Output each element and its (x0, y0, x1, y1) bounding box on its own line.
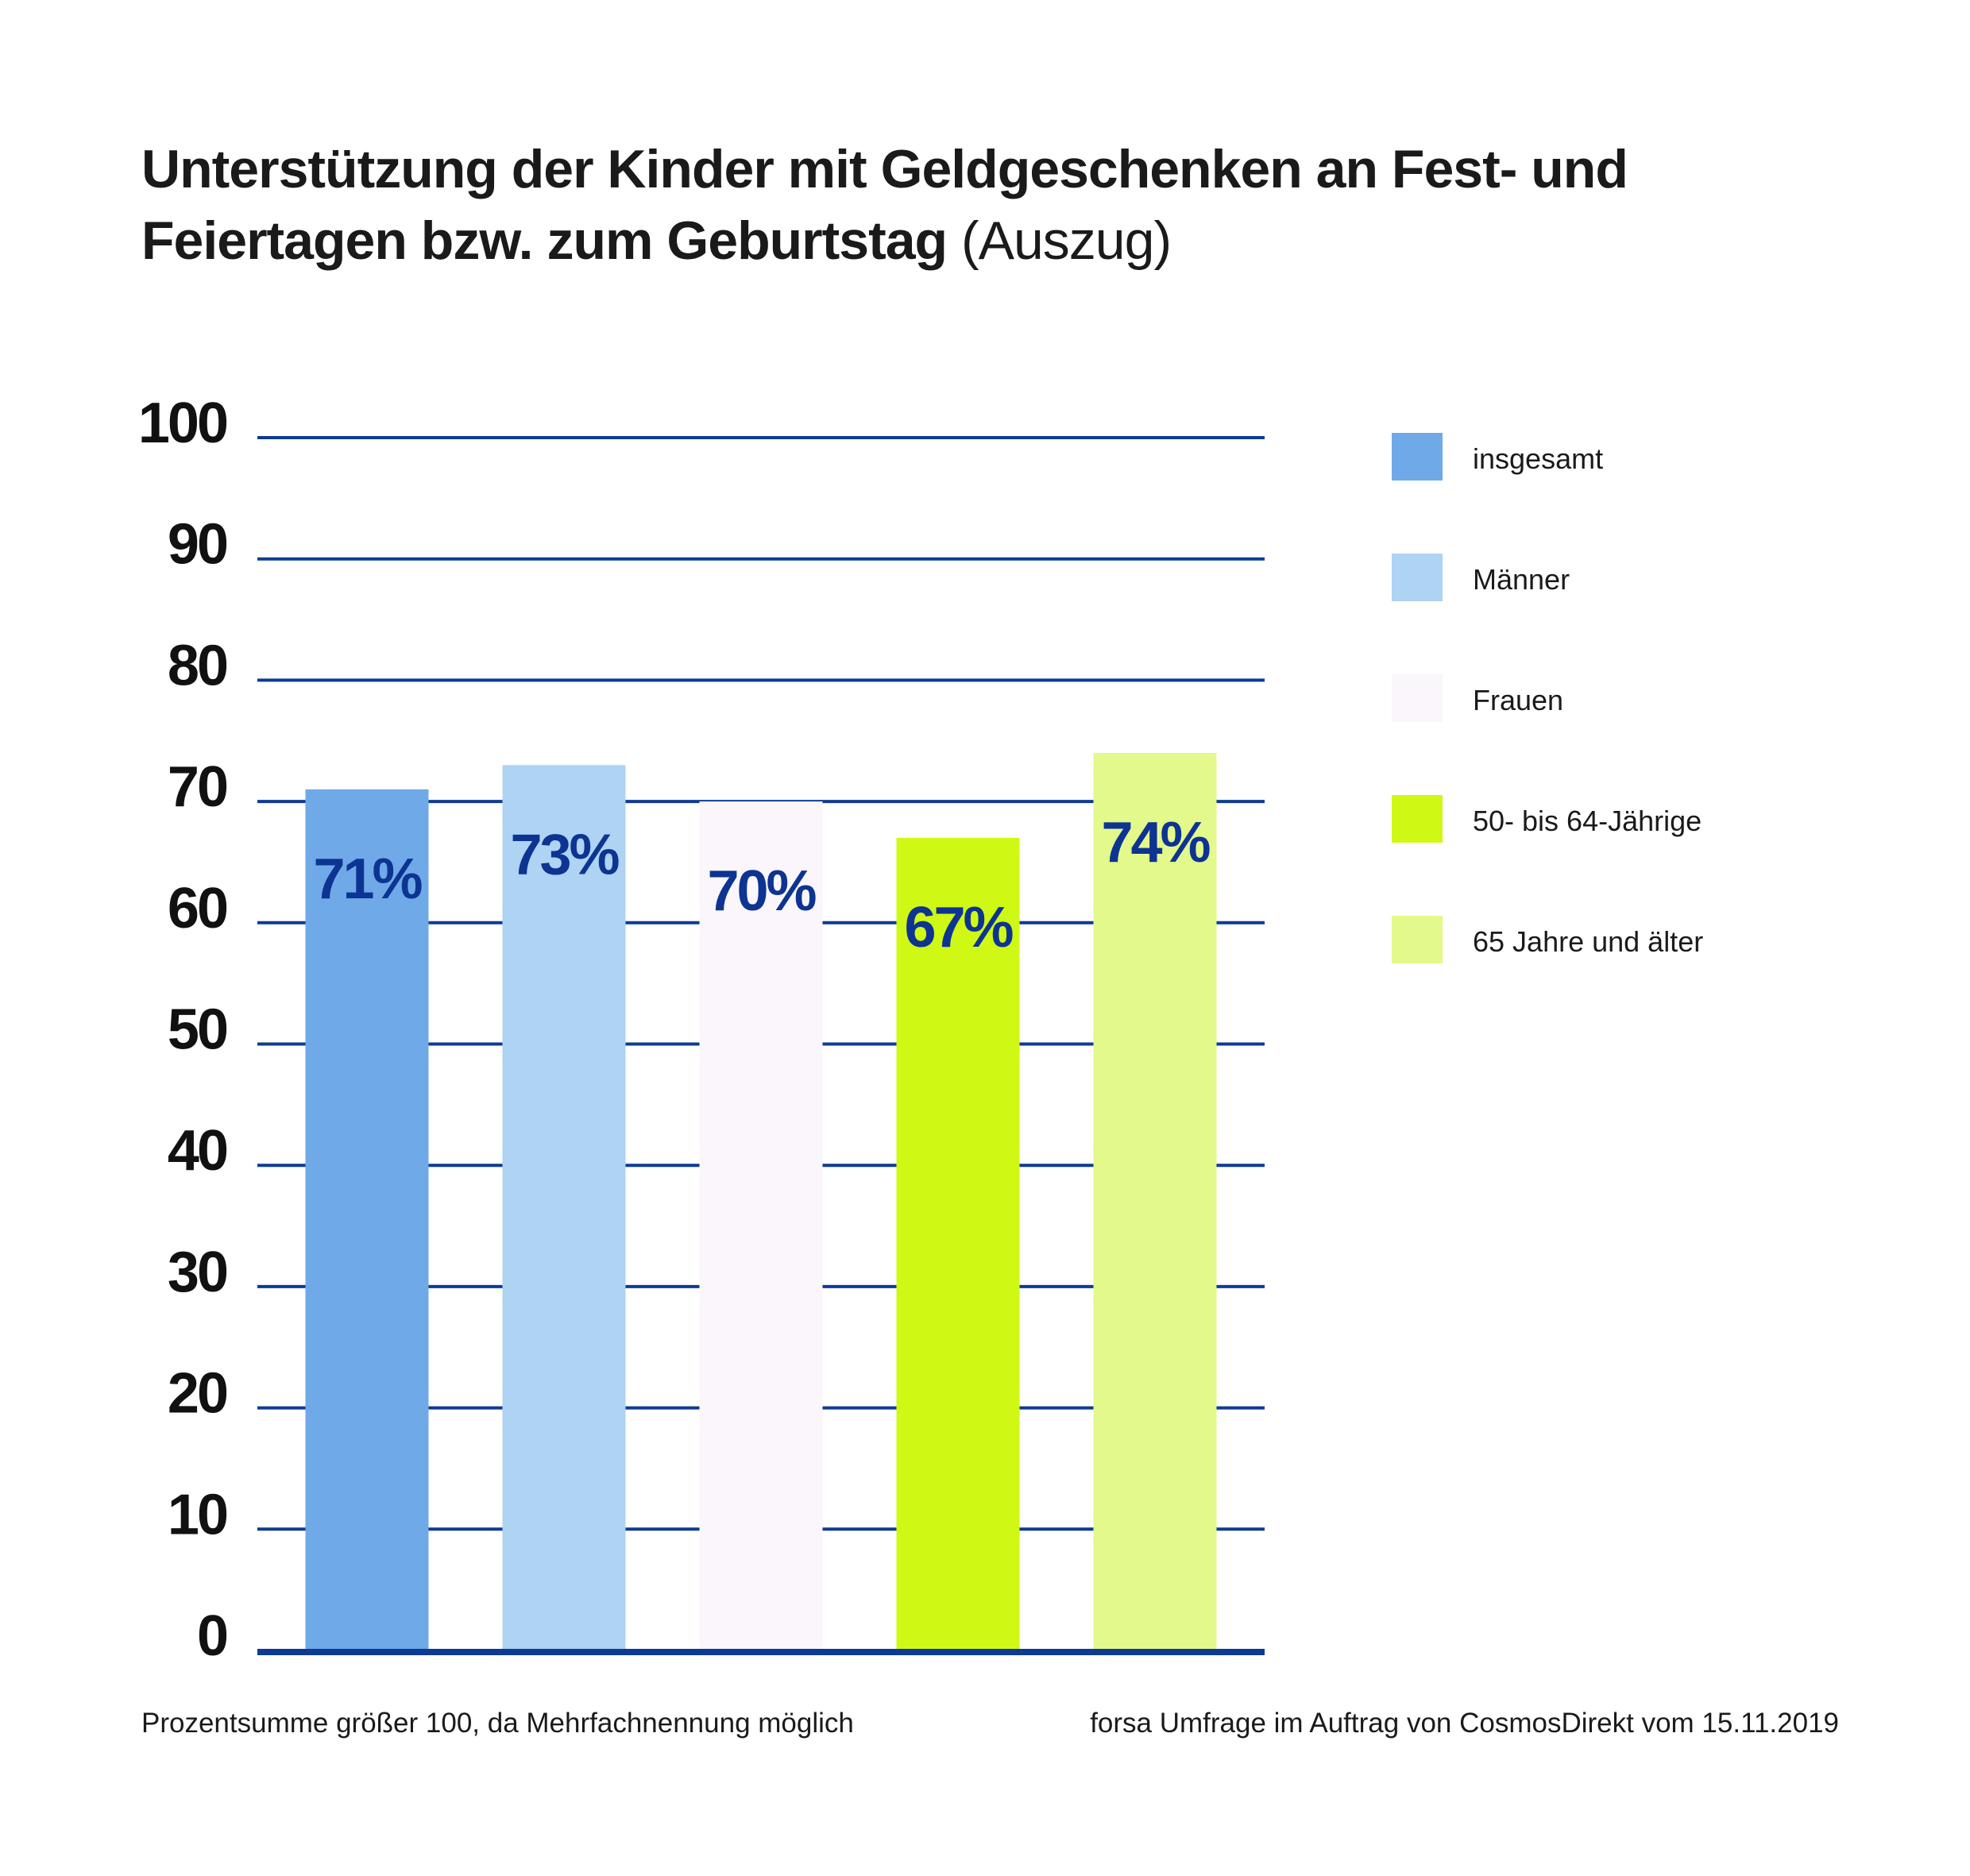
legend-label-2: Männer (1473, 563, 1570, 596)
y-axis-ticks: 0 10 20 30 40 50 60 70 80 90 100 (138, 392, 230, 1668)
footnote-left: Prozentsumme größer 100, da Mehrfachnenn… (141, 1708, 854, 1739)
bar-4 (896, 837, 1020, 1650)
bar-5 (1093, 753, 1217, 1650)
y-tick-label-90: 90 (168, 513, 227, 577)
y-tick-label-50: 50 (168, 998, 227, 1062)
data-label-4: 67% (904, 896, 1013, 959)
legend-item-1: insgesamt (1392, 433, 1948, 482)
y-tick-label-100: 100 (138, 392, 227, 455)
legend-item-3: Frauen (1392, 674, 1948, 724)
legend-swatch-1 (1392, 433, 1443, 481)
footnote-source: forsa Umfrage im Auftrag von CosmosDirek… (1090, 1708, 1839, 1739)
y-tick-label-10: 10 (168, 1483, 227, 1546)
data-label-3: 70% (707, 859, 816, 923)
legend-label-4: 50- bis 64-Jährige (1473, 805, 1702, 837)
legend-item-4: 50- bis 64-Jährige (1392, 795, 1948, 844)
legend-label-5: 65 Jahre und älter (1473, 925, 1704, 958)
data-label-2: 73% (510, 823, 619, 886)
data-label-5: 74% (1101, 811, 1210, 874)
legend-label-3: Frauen (1473, 684, 1564, 716)
y-tick-label-40: 40 (168, 1119, 227, 1183)
chart-title-main: Unterstützung der Kinder mit Geldgeschen… (141, 139, 1628, 271)
y-tick-label-60: 60 (168, 877, 227, 940)
data-labels: 71% 73% 70% 67% 74% (313, 811, 1212, 959)
y-tick-label-70: 70 (168, 755, 227, 819)
y-tick-label-0: 0 (197, 1604, 227, 1668)
bar-2 (502, 765, 626, 1650)
legend-swatch-2 (1392, 554, 1443, 601)
y-tick-label-80: 80 (168, 634, 227, 697)
y-tick-label-20: 20 (168, 1362, 227, 1426)
chart-title-sub: (Auszug) (960, 210, 1172, 271)
legend-label-1: insgesamt (1473, 442, 1604, 475)
legend-swatch-3 (1392, 674, 1443, 722)
bar-chart: 0 10 20 30 40 50 60 70 80 90 100 71% 73% 70% 67% 74% (138, 392, 1265, 1668)
bar-1 (305, 789, 429, 1650)
bar-3 (699, 801, 823, 1650)
legend-swatch-5 (1392, 916, 1443, 963)
y-tick-label-30: 30 (168, 1241, 227, 1304)
chart-title: Unterstützung der Kinder mit Geldgeschen… (141, 133, 1810, 276)
legend-item-5: 65 Jahre und älter (1392, 916, 1948, 965)
legend-swatch-4 (1392, 795, 1443, 843)
legend-item-2: Männer (1392, 554, 1948, 603)
data-label-1: 71% (313, 847, 422, 911)
bars (305, 753, 1217, 1650)
